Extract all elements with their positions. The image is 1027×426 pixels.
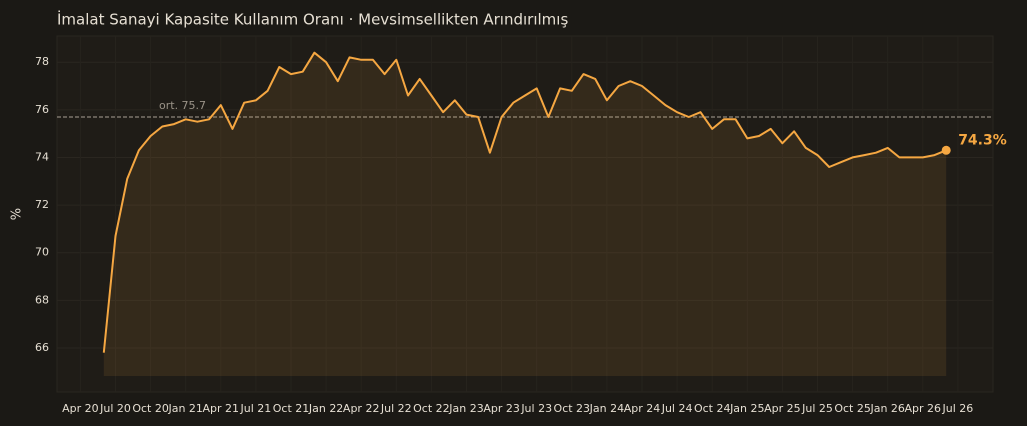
x-tick-label: Jan 26 <box>869 402 904 415</box>
y-tick-label: 72 <box>35 198 49 211</box>
x-tick-label: Apr 21 <box>203 402 240 415</box>
y-tick-label: 70 <box>35 246 49 259</box>
x-tick-label: Apr 25 <box>764 402 801 415</box>
end-point <box>941 145 951 155</box>
x-tick-label: Jul 23 <box>520 402 552 415</box>
x-tick-label: Jan 23 <box>448 402 483 415</box>
x-tick-label: Apr 20 <box>62 402 99 415</box>
x-tick-label: Jul 25 <box>801 402 833 415</box>
y-tick-label: 76 <box>35 103 49 116</box>
end-label: 74.3% <box>958 132 1007 148</box>
x-tick-label: Oct 20 <box>132 402 169 415</box>
x-tick-label: Jul 26 <box>942 402 974 415</box>
x-tick-label: Jul 21 <box>240 402 272 415</box>
y-tick-label: 66 <box>35 341 49 354</box>
mean-label: ort. 75.7 <box>159 99 206 112</box>
line <box>102 51 947 353</box>
x-tick-label: Oct 21 <box>273 402 310 415</box>
chart-title: İmalat Sanayi Kapasite Kullanım Oranı · … <box>57 10 568 29</box>
x-tick-label: Jan 24 <box>589 402 624 415</box>
y-tick-label: 68 <box>35 293 49 306</box>
x-tick-label: Oct 23 <box>554 402 591 415</box>
x-tick-label: Jul 24 <box>661 402 693 415</box>
x-tick-label: Apr 24 <box>624 402 661 415</box>
x-tick-label: Apr 23 <box>483 402 520 415</box>
y-tick-label: 78 <box>35 55 49 68</box>
x-tick-label: Jul 22 <box>380 402 412 415</box>
x-tick-label: Apr 26 <box>905 402 942 415</box>
y-tick-label: 74 <box>35 150 49 163</box>
x-tick-label: Jan 22 <box>308 402 343 415</box>
x-tick-label: Jul 20 <box>99 402 131 415</box>
area-fill <box>103 52 947 376</box>
x-tick-label: Oct 22 <box>413 402 450 415</box>
x-tick-label: Jan 21 <box>167 402 202 415</box>
x-tick-label: Oct 25 <box>834 402 871 415</box>
x-tick-label: Apr 22 <box>343 402 380 415</box>
x-tick-label: Jan 25 <box>729 402 764 415</box>
x-tick-label: Oct 24 <box>694 402 731 415</box>
y-axis-label: % <box>10 208 25 220</box>
